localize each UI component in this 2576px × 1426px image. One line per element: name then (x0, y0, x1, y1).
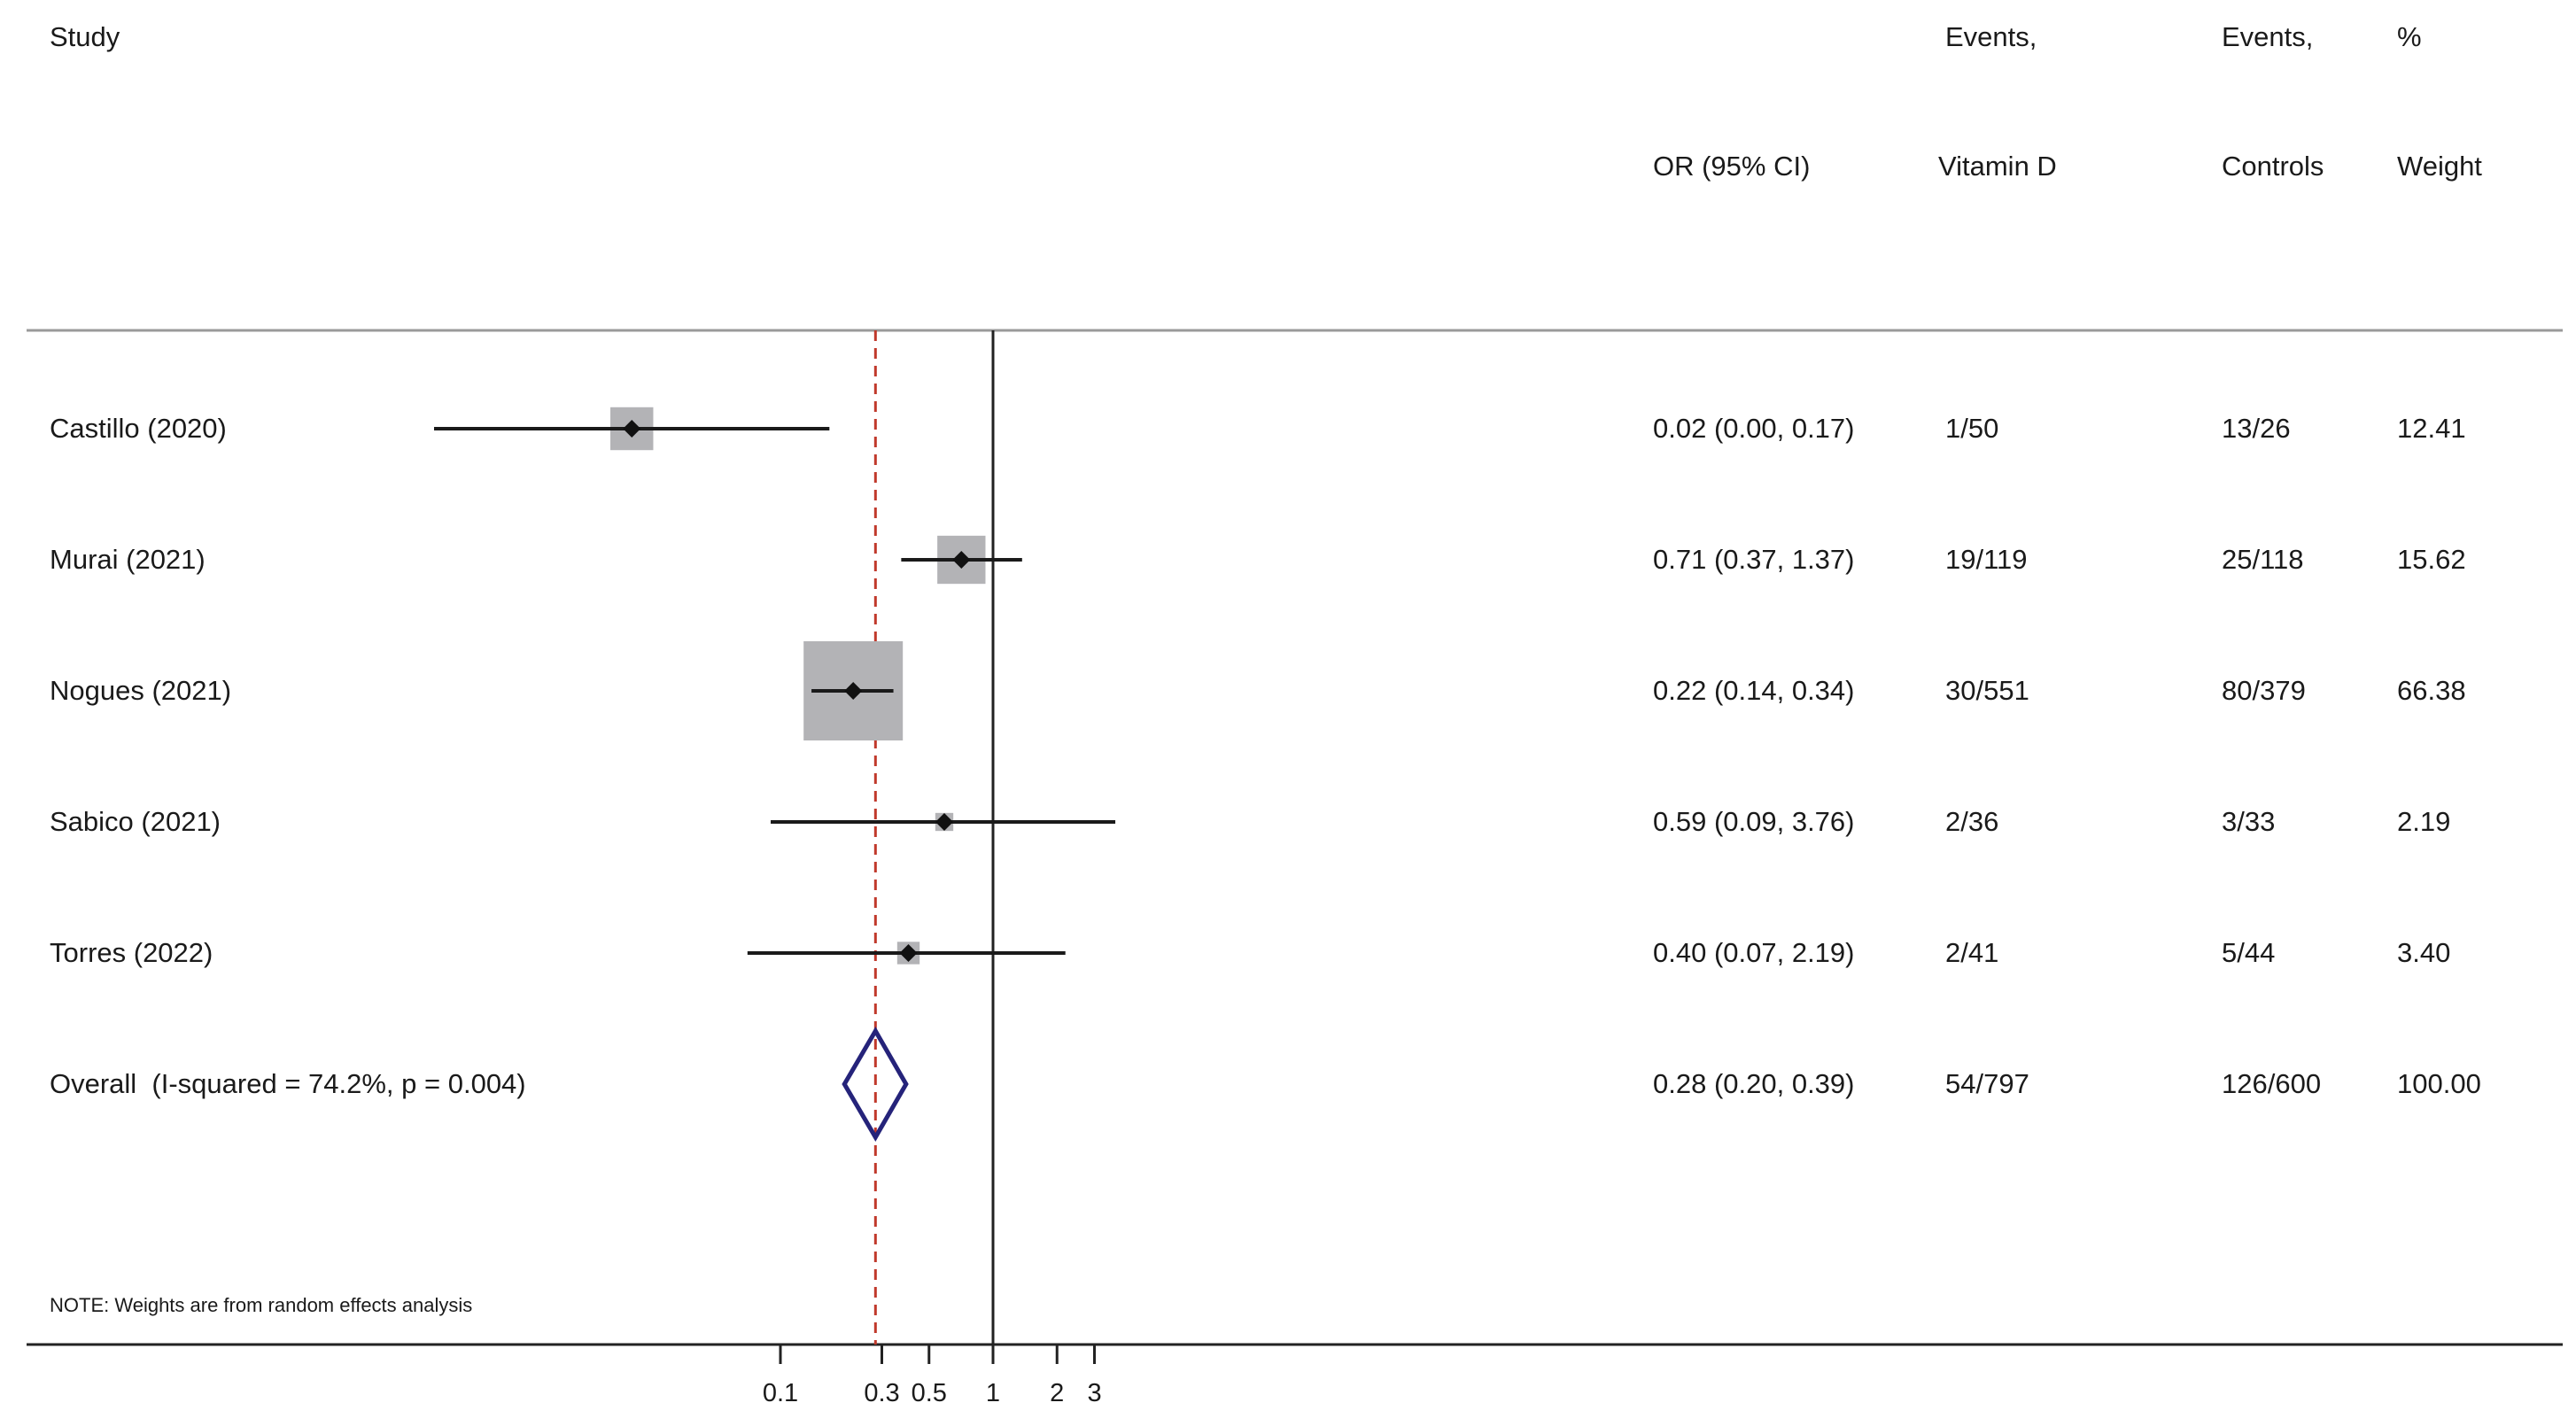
events-controls-murai: 25/118 (2222, 544, 2304, 575)
study-name-castillo: Castillo (2020) (50, 413, 227, 444)
events-vitamin-torres: 2/41 (1945, 937, 1999, 968)
x-tick-label: 0.1 (763, 1379, 798, 1407)
header-weight-line2: Weight (2397, 151, 2482, 182)
overall-diamond (842, 1027, 909, 1142)
ci-text-castillo: 0.02 (0.00, 0.17) (1653, 413, 1855, 444)
footnote: NOTE: Weights are from random effects an… (50, 1294, 473, 1316)
events-controls-sabico: 3/33 (2222, 806, 2276, 837)
point-estimate-castillo (623, 420, 641, 438)
events-vitamin-castillo: 1/50 (1945, 413, 1999, 444)
study-name-torres: Torres (2022) (50, 937, 213, 968)
x-tick-label: 1 (986, 1379, 1000, 1407)
weight-torres: 3.40 (2397, 937, 2451, 968)
events-controls-torres: 5/44 (2222, 937, 2276, 968)
ci-text-nogues: 0.22 (0.14, 0.34) (1653, 675, 1855, 706)
header-study: Study (50, 21, 120, 52)
overall-events-vitamin: 54/797 (1945, 1068, 2029, 1099)
events-vitamin-nogues: 30/551 (1945, 675, 2029, 706)
ci-text-murai: 0.71 (0.37, 1.37) (1653, 544, 1855, 575)
overall-ci-text: 0.28 (0.20, 0.39) (1653, 1068, 1855, 1099)
events-controls-castillo: 13/26 (2222, 413, 2291, 444)
x-tick-label: 2 (1050, 1379, 1064, 1407)
weight-murai: 15.62 (2397, 544, 2466, 575)
weight-sabico: 2.19 (2397, 806, 2451, 837)
overall-label: Overall (I-squared = 74.2%, p = 0.004) (50, 1068, 526, 1099)
x-tick-label: 0.5 (912, 1379, 947, 1407)
point-estimate-torres (899, 944, 918, 962)
weight-castillo: 12.41 (2397, 413, 2466, 444)
study-name-nogues: Nogues (2021) (50, 675, 232, 706)
x-tick-label: 3 (1087, 1379, 1101, 1407)
ci-text-torres: 0.40 (0.07, 2.19) (1653, 937, 1855, 968)
events-vitamin-murai: 19/119 (1945, 544, 2028, 575)
header-weight-line1: % (2397, 21, 2422, 52)
ci-text-sabico: 0.59 (0.09, 3.76) (1653, 806, 1855, 837)
point-estimate-sabico (935, 813, 954, 831)
overall-events-controls: 126/600 (2222, 1068, 2322, 1099)
header-events-controls-line2: Controls (2222, 151, 2324, 182)
study-name-murai: Murai (2021) (50, 544, 206, 575)
overall-weight: 100.00 (2397, 1068, 2481, 1099)
point-estimate-murai (952, 551, 971, 569)
events-vitamin-sabico: 2/36 (1945, 806, 1999, 837)
study-name-sabico: Sabico (2021) (50, 806, 221, 837)
header-events-vitamin-line2: Vitamin D (1938, 151, 2057, 182)
x-tick-label: 0.3 (864, 1379, 899, 1407)
events-controls-nogues: 80/379 (2222, 675, 2306, 706)
header-events-controls-line1: Events, (2222, 21, 2314, 52)
weight-nogues: 66.38 (2397, 675, 2466, 706)
header-or-ci: OR (95% CI) (1653, 151, 1811, 182)
point-estimate-nogues (844, 682, 863, 700)
header-events-vitamin-line1: Events, (1945, 21, 2037, 52)
